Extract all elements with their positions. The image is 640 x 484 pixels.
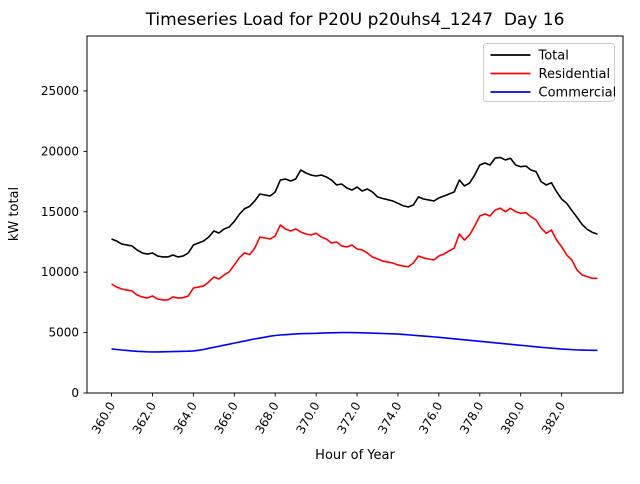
y-tick-label: 25000 xyxy=(41,84,79,98)
legend: Total Residential Commercial xyxy=(483,43,617,102)
y-tick-label: 10000 xyxy=(41,265,79,279)
y-axis-ticks: 0 5000 10000 15000 20000 25000 xyxy=(41,84,87,400)
legend-label-residential: Residential xyxy=(539,67,611,82)
chart-title: Timeseries Load for P20U p20uhs4_1247 Da… xyxy=(145,10,565,30)
legend-label-total: Total xyxy=(538,49,569,64)
y-tick-label: 0 xyxy=(71,386,79,400)
y-tick-label: 15000 xyxy=(41,205,79,219)
y-tick-label: 20000 xyxy=(41,144,79,158)
plot-area-frame xyxy=(86,35,624,394)
legend-label-commercial: Commercial xyxy=(539,86,617,101)
legend-box xyxy=(483,43,615,102)
series-line-total xyxy=(111,156,598,258)
series-line-commercial xyxy=(111,331,598,353)
y-axis-label: kW total xyxy=(7,187,22,241)
x-axis-label: Hour of Year xyxy=(315,448,395,463)
series-line-residential xyxy=(111,207,598,301)
y-tick-label: 5000 xyxy=(48,326,79,340)
series-lines xyxy=(111,156,598,353)
